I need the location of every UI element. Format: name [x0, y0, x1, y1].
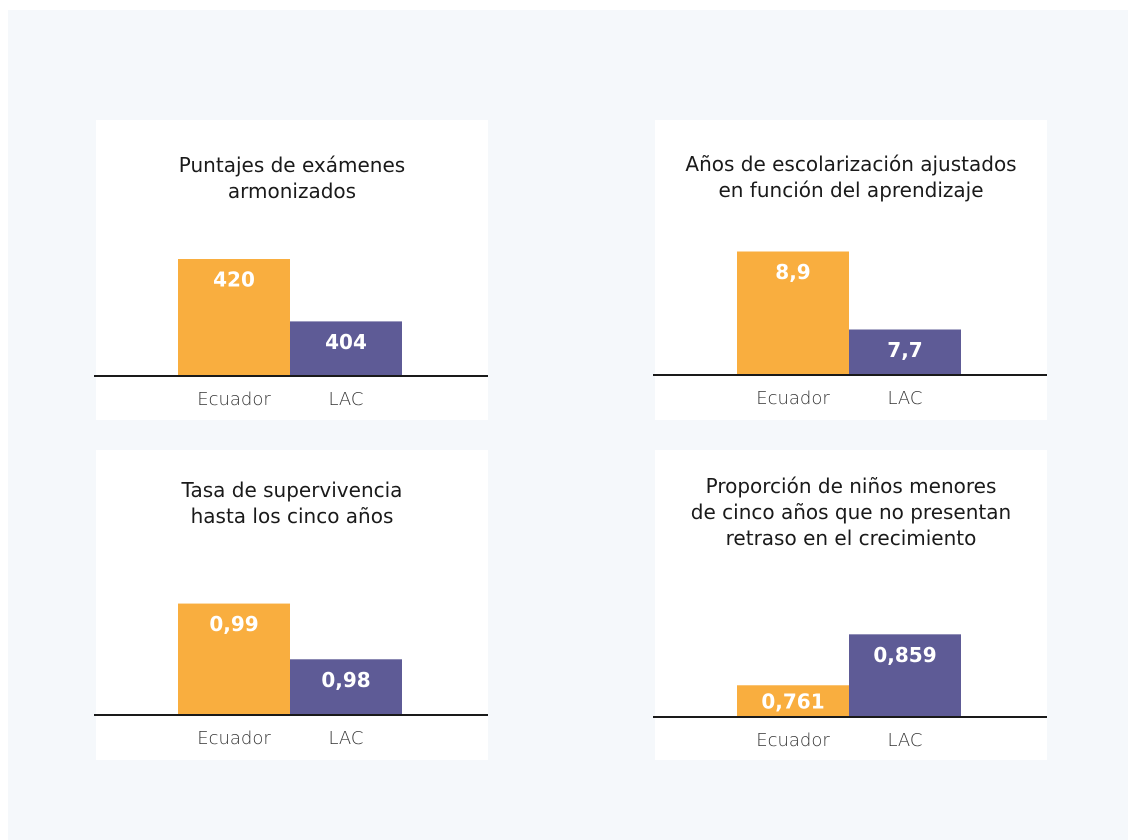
value-label: 7,7 — [887, 338, 922, 362]
chart-title: hasta los cinco años — [191, 504, 394, 528]
chart-title: en función del aprendizaje — [718, 178, 983, 202]
chart-title: Puntajes de exámenes — [179, 153, 405, 177]
x-tick-label: LAC — [887, 388, 922, 409]
chart-title: Años de escolarización ajustados — [685, 152, 1016, 176]
x-tick-label: Ecuador — [756, 388, 830, 409]
value-label: 0,859 — [873, 643, 936, 667]
value-label: 8,9 — [775, 260, 810, 284]
x-tick-label: LAC — [328, 389, 363, 410]
bar — [178, 259, 290, 376]
chart-title: armonizados — [228, 179, 356, 203]
bar — [290, 659, 402, 715]
value-label: 0,99 — [209, 612, 258, 636]
chart-title: retraso en el crecimiento — [726, 526, 977, 550]
bar — [849, 634, 961, 717]
value-label: 404 — [325, 330, 367, 354]
value-label: 0,761 — [761, 690, 824, 714]
chart-title: de cinco años que no presentan — [691, 500, 1011, 524]
x-tick-label: LAC — [328, 728, 363, 749]
bar — [290, 321, 402, 376]
x-tick-label: LAC — [887, 730, 922, 751]
x-tick-label: Ecuador — [197, 728, 271, 749]
x-tick-label: Ecuador — [756, 730, 830, 751]
value-label: 0,98 — [321, 668, 370, 692]
value-label: 420 — [213, 268, 255, 292]
bar — [849, 329, 961, 375]
bar — [737, 685, 849, 717]
chart-title: Tasa de supervivencia — [181, 478, 403, 502]
bar — [178, 603, 290, 715]
bar — [737, 251, 849, 375]
x-tick-label: Ecuador — [197, 389, 271, 410]
chart-title: Proporción de niños menores — [706, 474, 997, 498]
